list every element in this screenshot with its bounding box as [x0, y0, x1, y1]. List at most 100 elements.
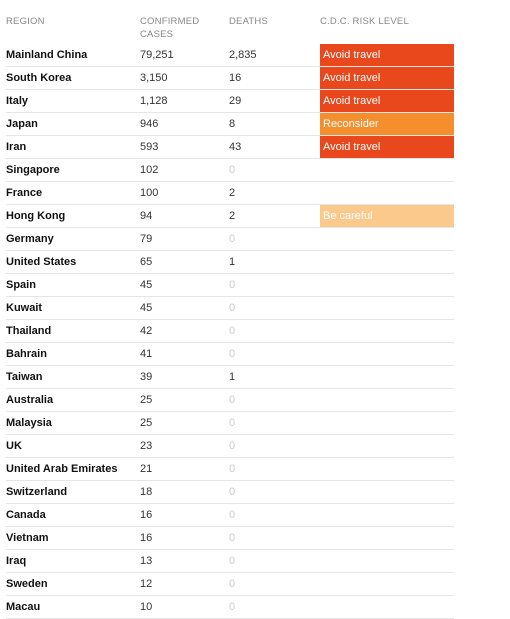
deaths-count: 0 — [229, 555, 236, 567]
confirmed-cases: 79,251 — [140, 49, 174, 61]
region-name: Bahrain — [6, 348, 47, 360]
deaths-count: 2 — [229, 187, 236, 199]
region-name: Canada — [6, 509, 46, 521]
region-name: UK — [6, 440, 22, 452]
table-row: Spain 45 0 — [6, 274, 454, 297]
confirmed-cases: 65 — [140, 256, 153, 268]
region-name: Taiwan — [6, 371, 43, 383]
deaths-count: 2,835 — [229, 49, 257, 61]
region-name: Switzerland — [6, 486, 68, 498]
deaths-count: 0 — [229, 532, 236, 544]
table-row: Iran 593 43 Avoid travel — [6, 136, 454, 159]
region-name: United Arab Emirates — [6, 463, 118, 475]
risk-level-badge: Be careful — [320, 205, 454, 227]
column-header-confirmed-cases: CONFIRMED CASES — [140, 16, 200, 40]
deaths-count: 16 — [229, 72, 242, 84]
table-row: France 100 2 — [6, 182, 454, 205]
confirmed-cases: 21 — [140, 463, 153, 475]
deaths-count: 0 — [229, 440, 236, 452]
table-row: Singapore 102 0 — [6, 159, 454, 182]
confirmed-cases: 16 — [140, 509, 153, 521]
table-row: United Arab Emirates 21 0 — [6, 458, 454, 481]
deaths-count: 0 — [229, 279, 236, 291]
confirmed-cases: 18 — [140, 486, 153, 498]
confirmed-cases: 42 — [140, 325, 153, 337]
region-name: Vietnam — [6, 532, 49, 544]
region-name: Hong Kong — [6, 210, 66, 222]
region-name: Iran — [6, 141, 27, 153]
deaths-count: 0 — [229, 509, 236, 521]
table-row: Australia 25 0 — [6, 389, 454, 412]
table-header: REGION CONFIRMED CASES DEATHS C.D.C. RIS… — [6, 0, 454, 44]
confirmed-cases: 16 — [140, 532, 153, 544]
risk-level-badge: Avoid travel — [320, 90, 454, 112]
region-name: Thailand — [6, 325, 52, 337]
table-row: Italy 1,128 29 Avoid travel — [6, 90, 454, 113]
confirmed-cases: 593 — [140, 141, 159, 153]
region-name: Singapore — [6, 164, 60, 176]
confirmed-cases: 25 — [140, 394, 153, 406]
column-header-region: REGION — [6, 16, 45, 27]
deaths-count: 0 — [229, 486, 236, 498]
table-row: Sweden 12 0 — [6, 573, 454, 596]
confirmed-cases: 13 — [140, 555, 153, 567]
deaths-count: 0 — [229, 394, 236, 406]
confirmed-cases: 94 — [140, 210, 153, 222]
risk-level-badge: Avoid travel — [320, 67, 454, 89]
region-name: Macau — [6, 601, 41, 613]
deaths-count: 29 — [229, 95, 242, 107]
region-name: Germany — [6, 233, 54, 245]
table-row: Iraq 13 0 — [6, 550, 454, 573]
risk-level-badge: Avoid travel — [320, 136, 454, 158]
confirmed-cases: 23 — [140, 440, 153, 452]
deaths-count: 1 — [229, 256, 236, 268]
confirmed-cases: 3,150 — [140, 72, 168, 84]
table-row: Canada 16 0 — [6, 504, 454, 527]
confirmed-cases: 25 — [140, 417, 153, 429]
table-row: Thailand 42 0 — [6, 320, 454, 343]
confirmed-cases: 45 — [140, 302, 153, 314]
region-name: Spain — [6, 279, 36, 291]
region-name: United States — [6, 256, 77, 268]
column-header-risk-level: C.D.C. RISK LEVEL — [320, 16, 409, 27]
deaths-count: 43 — [229, 141, 242, 153]
deaths-count: 0 — [229, 417, 236, 429]
confirmed-cases: 1,128 — [140, 95, 168, 107]
column-header-deaths: DEATHS — [229, 16, 269, 27]
table-row: Japan 946 8 Reconsider — [6, 113, 454, 136]
coronavirus-cases-table: REGION CONFIRMED CASES DEATHS C.D.C. RIS… — [6, 0, 454, 619]
deaths-count: 0 — [229, 325, 236, 337]
deaths-count: 0 — [229, 348, 236, 360]
table-row: Bahrain 41 0 — [6, 343, 454, 366]
table-row: Mainland China 79,251 2,835 Avoid travel — [6, 44, 454, 67]
table-row: Germany 79 0 — [6, 228, 454, 251]
region-name: Sweden — [6, 578, 48, 590]
region-name: Mainland China — [6, 49, 88, 61]
table-row: Kuwait 45 0 — [6, 297, 454, 320]
table-row: Hong Kong 94 2 Be careful — [6, 205, 454, 228]
region-name: Australia — [6, 394, 54, 406]
table-row: Vietnam 16 0 — [6, 527, 454, 550]
deaths-count: 0 — [229, 463, 236, 475]
region-name: Malaysia — [6, 417, 52, 429]
confirmed-cases: 12 — [140, 578, 153, 590]
deaths-count: 0 — [229, 164, 236, 176]
region-name: Japan — [6, 118, 38, 130]
table-row: Malaysia 25 0 — [6, 412, 454, 435]
confirmed-cases: 102 — [140, 164, 159, 176]
deaths-count: 8 — [229, 118, 236, 130]
region-name: South Korea — [6, 72, 72, 84]
table-row: South Korea 3,150 16 Avoid travel — [6, 67, 454, 90]
table-row: United States 65 1 — [6, 251, 454, 274]
deaths-count: 2 — [229, 210, 236, 222]
region-name: Iraq — [6, 555, 27, 567]
deaths-count: 1 — [229, 371, 236, 383]
region-name: Italy — [6, 95, 29, 107]
table-row: Taiwan 39 1 — [6, 366, 454, 389]
region-name: Kuwait — [6, 302, 43, 314]
confirmed-cases: 39 — [140, 371, 153, 383]
deaths-count: 0 — [229, 302, 236, 314]
risk-level-badge: Reconsider — [320, 113, 454, 135]
deaths-count: 0 — [229, 233, 236, 245]
table-row: UK 23 0 — [6, 435, 454, 458]
